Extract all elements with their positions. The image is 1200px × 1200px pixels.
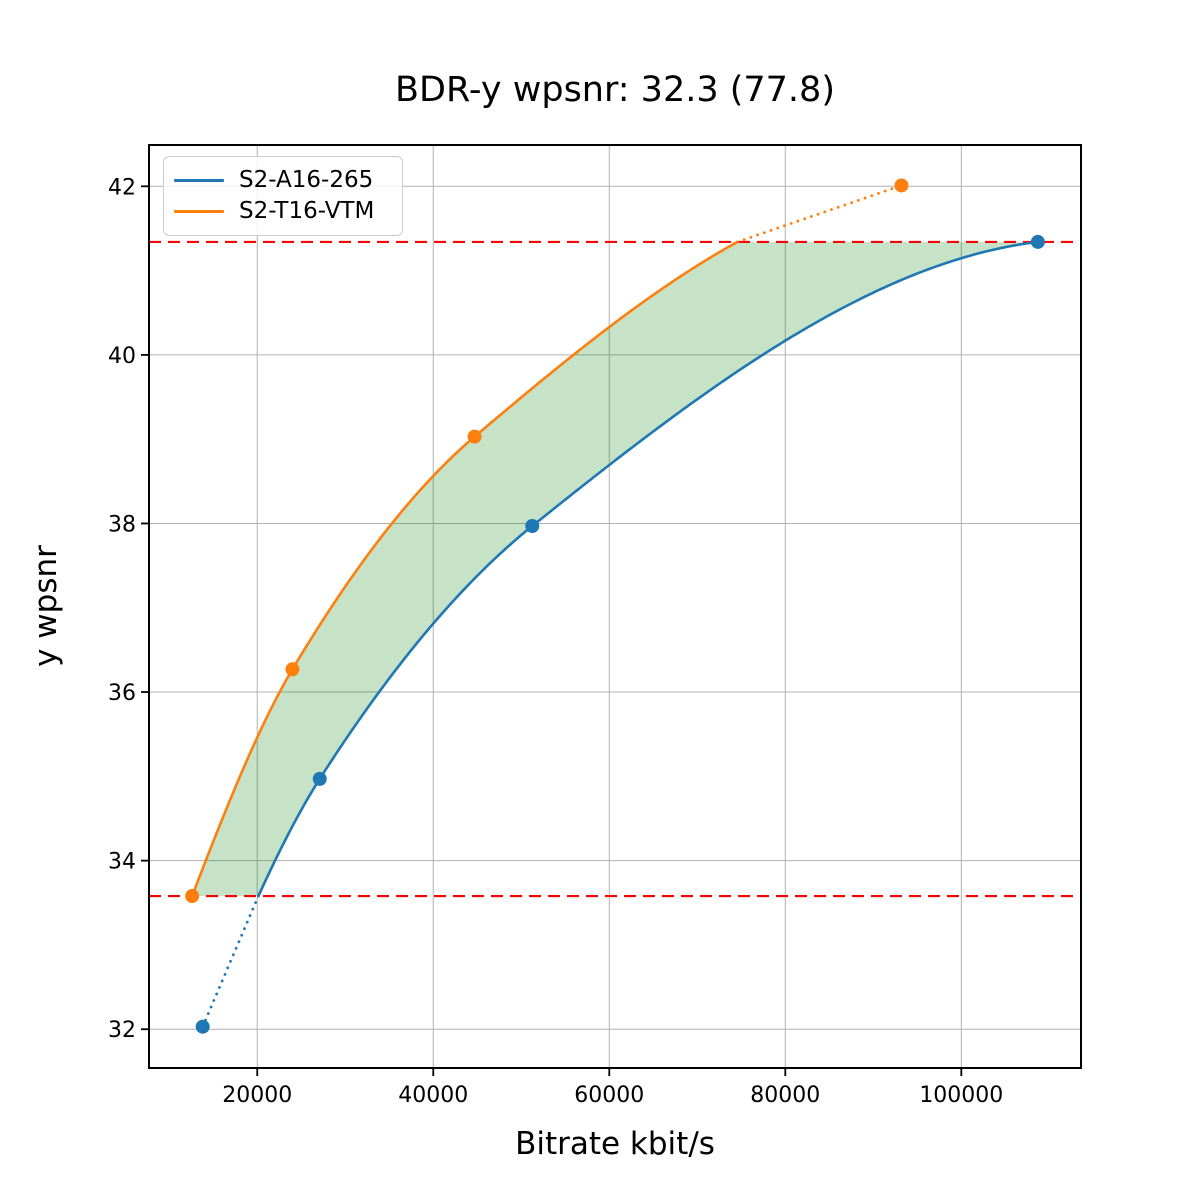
y-tick-label: 34 <box>108 850 136 875</box>
legend-label: S2-A16-265 <box>239 166 374 193</box>
x-tick-label: 80000 <box>750 1083 820 1108</box>
axes-frame <box>148 144 1082 1069</box>
x-tick-label: 20000 <box>222 1083 292 1108</box>
data-point <box>185 889 200 904</box>
data-point <box>1030 234 1045 249</box>
data-point <box>467 429 482 444</box>
data-point <box>525 519 540 534</box>
legend-line-sample-blue <box>174 178 224 182</box>
legend-item-s2-t16-vtm: S2-T16-VTM <box>174 200 394 223</box>
y-axis-label: y wpsnr <box>28 545 64 667</box>
series-dotted-segment-orange <box>736 184 903 244</box>
x-tick-label: 100000 <box>919 1083 1003 1108</box>
x-axis-label: Bitrate kbit/s <box>515 1126 715 1162</box>
y-tick-label: 32 <box>108 1018 136 1043</box>
data-point <box>285 662 300 677</box>
y-tick-label: 36 <box>108 681 136 706</box>
data-point <box>195 1019 210 1034</box>
data-point <box>894 178 909 193</box>
series-dotted-segment-blue <box>201 894 260 1029</box>
chart-title: BDR-y wpsnr: 32.3 (77.8) <box>395 70 835 110</box>
y-tick-label: 38 <box>108 512 136 537</box>
x-tick-label: 40000 <box>398 1083 468 1108</box>
y-tick-label: 40 <box>108 344 136 369</box>
legend-label: S2-T16-VTM <box>239 198 375 225</box>
legend: S2-A16-265 S2-T16-VTM <box>163 156 403 236</box>
series-line-s2-t16-vtm <box>190 240 739 898</box>
series-line-s2-a16-265 <box>257 240 1040 898</box>
x-tick-label: 60000 <box>574 1083 644 1108</box>
legend-item-s2-a16-265: S2-A16-265 <box>174 166 394 193</box>
y-tick-label: 42 <box>108 175 136 200</box>
bd-overlap-fill-region <box>192 241 1038 897</box>
legend-line-sample-orange <box>174 210 224 214</box>
data-point <box>312 771 327 786</box>
